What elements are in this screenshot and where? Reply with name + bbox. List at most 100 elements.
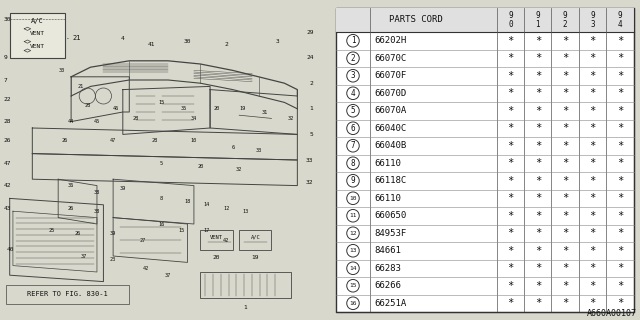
Text: 66110: 66110 [374, 194, 401, 203]
Text: 29: 29 [306, 29, 314, 35]
Text: *: * [508, 176, 513, 186]
Text: 16: 16 [349, 301, 356, 306]
Text: 47: 47 [3, 161, 11, 166]
Text: *: * [617, 106, 623, 116]
Text: *: * [562, 211, 568, 221]
Text: 32: 32 [288, 116, 294, 121]
Text: 66266: 66266 [374, 281, 401, 290]
Text: *: * [534, 211, 541, 221]
Text: *: * [534, 176, 541, 186]
Text: 8: 8 [160, 196, 163, 201]
Text: 17: 17 [204, 228, 210, 233]
Text: 15: 15 [349, 283, 356, 288]
Text: *: * [617, 158, 623, 168]
Text: *: * [508, 71, 513, 81]
Text: 44: 44 [68, 119, 74, 124]
Text: 26: 26 [68, 205, 74, 211]
Text: 66040C: 66040C [374, 124, 407, 133]
Text: 66251A: 66251A [374, 299, 407, 308]
Text: 1: 1 [310, 106, 314, 111]
Text: 34: 34 [191, 116, 197, 121]
Text: *: * [589, 158, 596, 168]
Text: 33: 33 [255, 148, 262, 153]
Text: 66070C: 66070C [374, 54, 407, 63]
Text: *: * [534, 123, 541, 133]
Text: 26: 26 [61, 138, 68, 143]
Bar [239, 230, 271, 250]
Text: 9: 9 [351, 176, 355, 185]
Text: 42: 42 [223, 237, 229, 243]
Text: 10: 10 [191, 138, 197, 143]
Text: *: * [508, 228, 513, 238]
Text: *: * [534, 228, 541, 238]
Text: 5: 5 [310, 132, 314, 137]
Text: *: * [617, 141, 623, 151]
Text: 20: 20 [212, 255, 220, 260]
Text: *: * [562, 193, 568, 203]
Text: 24: 24 [306, 55, 314, 60]
Text: 35: 35 [181, 106, 188, 111]
Bar [10, 13, 65, 58]
Text: 22: 22 [3, 97, 11, 102]
Text: *: * [562, 71, 568, 81]
Text: 42: 42 [142, 266, 148, 271]
Text: 66118C: 66118C [374, 176, 407, 185]
Text: 10: 10 [349, 196, 356, 201]
Text: 45: 45 [94, 119, 100, 124]
Text: 66110: 66110 [374, 159, 401, 168]
Text: 66070A: 66070A [374, 106, 407, 115]
Text: 5: 5 [351, 106, 355, 115]
Text: 15: 15 [159, 100, 164, 105]
Text: *: * [508, 211, 513, 221]
Text: 9
3: 9 3 [590, 11, 595, 29]
Text: 19: 19 [252, 255, 259, 260]
Text: *: * [589, 53, 596, 63]
Text: A660A00107: A660A00107 [587, 309, 637, 318]
Text: 14: 14 [204, 202, 210, 207]
Text: *: * [508, 88, 513, 98]
Text: VENT: VENT [29, 31, 45, 36]
Text: VENT: VENT [29, 44, 45, 49]
Text: 7: 7 [3, 77, 7, 83]
Text: *: * [562, 123, 568, 133]
Text: 31: 31 [262, 109, 268, 115]
Text: *: * [589, 71, 596, 81]
Text: *: * [617, 228, 623, 238]
Text: 9
0: 9 0 [508, 11, 513, 29]
Text: *: * [562, 263, 568, 273]
Text: 13: 13 [243, 209, 249, 214]
Text: *: * [589, 193, 596, 203]
Text: *: * [617, 123, 623, 133]
Text: 84661: 84661 [374, 246, 401, 255]
Text: *: * [562, 281, 568, 291]
Text: 4: 4 [351, 89, 355, 98]
Text: 3: 3 [276, 39, 280, 44]
Text: *: * [589, 88, 596, 98]
Text: 42: 42 [3, 183, 11, 188]
Text: 36: 36 [68, 183, 74, 188]
Text: *: * [534, 71, 541, 81]
Text: 8: 8 [351, 159, 355, 168]
Text: *: * [617, 176, 623, 186]
Text: *: * [562, 228, 568, 238]
Text: *: * [617, 246, 623, 256]
Text: *: * [508, 123, 513, 133]
Text: 37: 37 [81, 253, 87, 259]
Text: VENT: VENT [210, 235, 223, 240]
Text: *: * [617, 298, 623, 308]
Text: 12: 12 [349, 231, 356, 236]
Text: *: * [508, 298, 513, 308]
Text: 660650: 660650 [374, 211, 407, 220]
Text: 12: 12 [223, 205, 229, 211]
Text: 26: 26 [74, 231, 81, 236]
Text: *: * [562, 298, 568, 308]
Text: 20: 20 [197, 164, 204, 169]
Text: 2: 2 [310, 81, 314, 86]
Text: *: * [589, 36, 596, 46]
Text: *: * [617, 36, 623, 46]
Bar [200, 272, 291, 298]
Text: 9
1: 9 1 [536, 11, 540, 29]
Bar [6, 285, 129, 304]
Text: 28: 28 [3, 119, 11, 124]
Text: *: * [589, 281, 596, 291]
